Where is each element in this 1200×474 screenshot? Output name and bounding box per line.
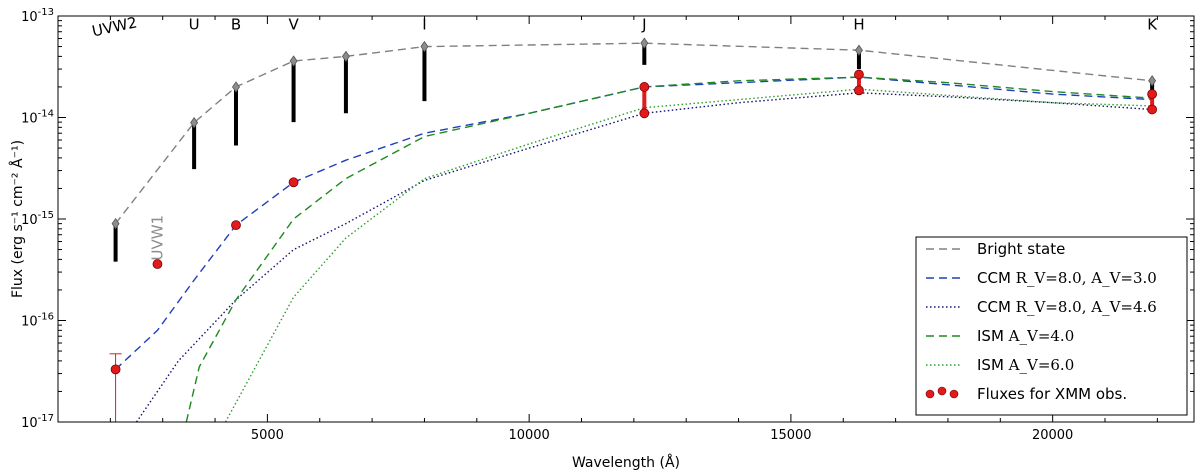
x-tick-label-0: 5000 [251, 428, 284, 443]
xmm-flux-point-9 [1147, 104, 1158, 115]
legend-box [915, 236, 1188, 416]
legend-label-1: CCM R_V=8.0, A_V=3.0 [977, 269, 1157, 287]
x-tick-label-2: 15000 [770, 428, 811, 443]
x-tick-label-3: 20000 [1032, 428, 1073, 443]
xmm-flux-point-7 [854, 85, 864, 96]
bright-state-marker-4 [341, 50, 350, 63]
xmm-flux-point-4 [639, 82, 650, 92]
legend-marker-2 [949, 389, 959, 399]
xmm-flux-point-3 [288, 177, 299, 188]
markers-layer [110, 37, 1158, 375]
band-label-6: H [853, 15, 864, 33]
y-tick-label-1: 10-16 [21, 312, 54, 330]
series-layer [115, 42, 1153, 422]
series-line-2 [135, 92, 1153, 422]
y-tick-label-2: 10-15 [21, 210, 54, 228]
band-label-1: U [189, 15, 200, 33]
bright-state-marker-7 [854, 44, 863, 56]
xmm-flux-point-2 [231, 220, 241, 231]
xmm-flux-point-0 [110, 364, 121, 375]
series-line-3 [185, 76, 1153, 422]
band-label-5: J [641, 15, 646, 33]
band-label-3: V [288, 15, 299, 33]
bright-state-marker-2 [232, 81, 240, 93]
xmm-flux-point-6 [854, 69, 864, 80]
legend-label-3: ISM A_V=4.0 [977, 327, 1074, 345]
bright-state-marker-8 [1148, 75, 1157, 87]
bright-state-marker-3 [289, 55, 298, 67]
uvw1-label: UVW1 [148, 215, 166, 261]
y-tick-label-4: 10-13 [21, 7, 54, 25]
x-tick-label-1: 10000 [508, 428, 549, 443]
legend-marker-1 [937, 386, 947, 396]
band-label-2: B [231, 15, 241, 33]
series-line-0 [115, 42, 1153, 225]
bright-state-marker-5 [420, 40, 429, 53]
legend-label-4: ISM A_V=6.0 [977, 356, 1074, 374]
xmm-flux-point-1 [152, 259, 163, 269]
legend-label-0: Bright state [977, 240, 1065, 258]
series-line-1 [115, 76, 1153, 370]
xmm-flux-point-8 [1147, 89, 1158, 100]
ticks-layer: 5000 10000 15000 20000 10-17 10-16 10-15 10-14 1… [21, 7, 1194, 443]
band-label-4: I [422, 15, 426, 33]
legend-label-5: Fluxes for XMM obs. [977, 385, 1127, 403]
y-axis-label: Flux (erg s⁻¹ cm⁻² Å⁻¹) [9, 140, 26, 298]
legend-label-2: CCM R_V=8.0, A_V=4.6 [977, 298, 1157, 316]
band-label-7: K [1147, 15, 1158, 33]
bright-state-marker-0 [111, 217, 120, 230]
x-axis-label: Wavelength (Å) [572, 454, 680, 471]
y-tick-label-0: 10-17 [21, 413, 54, 431]
legend: Bright state CCM R_V=8.0, A_V=3.0 CCM R_V=… [915, 236, 1188, 416]
y-tick-label-3: 10-14 [21, 109, 54, 127]
bright-state-marker-1 [190, 116, 199, 129]
legend-marker-0 [925, 389, 935, 399]
bright-state-marker-6 [640, 37, 649, 49]
xmm-flux-point-5 [639, 108, 650, 119]
